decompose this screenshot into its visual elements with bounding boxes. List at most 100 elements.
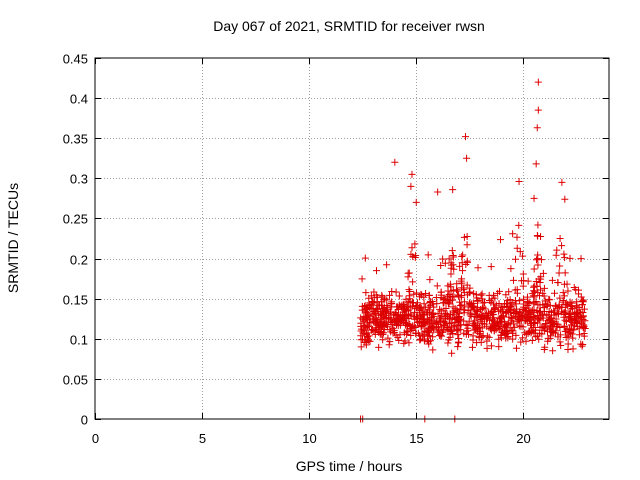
data-point [400,305,408,313]
data-point [555,269,563,277]
data-point [519,334,527,342]
data-point [357,327,365,335]
data-point [540,292,548,300]
data-point [433,300,441,308]
data-point [497,236,505,244]
data-point [473,311,481,319]
data-point [561,327,569,335]
data-point [362,289,370,297]
data-point [520,305,528,313]
data-point [473,297,481,305]
data-point [519,323,527,331]
data-point [410,322,418,330]
data-point [371,330,379,338]
data-point [454,343,462,351]
data-point [546,301,554,309]
data-point [534,301,542,309]
data-point [420,337,428,345]
y-tick-label: 0.05 [63,373,88,388]
data-point [572,302,580,310]
data-point [384,334,392,342]
data-point [404,269,412,277]
data-point [456,305,464,313]
data-point [429,346,437,354]
data-point [439,299,447,307]
data-point [532,278,540,286]
data-points [357,78,589,423]
data-point [361,309,369,317]
data-point [564,346,572,354]
data-point [489,317,497,325]
data-point [399,301,407,309]
data-point [459,251,467,259]
data-point [395,336,403,344]
data-point [437,262,445,270]
data-point [564,287,572,295]
data-point [498,318,506,326]
data-point [490,317,498,325]
data-point [449,186,457,194]
data-point [532,256,540,264]
data-point [357,336,365,344]
data-point [468,343,476,351]
data-point [366,312,374,320]
data-point [515,322,523,330]
data-point [447,292,455,300]
data-point [438,312,446,320]
data-point [468,300,476,308]
data-point [535,335,543,343]
data-point [513,244,521,252]
data-point [416,312,424,320]
data-point [459,267,467,275]
data-point [449,309,457,317]
data-point [490,321,498,329]
data-point [463,232,471,240]
data-point [412,251,420,259]
y-tick-label: 0.25 [63,212,88,227]
data-point [388,287,396,295]
data-point [480,298,488,306]
data-point [496,315,504,323]
data-point [539,323,547,331]
data-point [495,343,503,351]
data-point [486,324,494,332]
data-point [363,313,371,321]
data-point [522,316,530,324]
data-point [513,318,521,326]
data-point [493,319,501,327]
data-point [378,291,386,299]
y-tick-label: 0.3 [70,172,88,187]
data-point [559,289,567,297]
data-point [469,332,477,340]
data-point [507,265,515,273]
data-point [361,254,369,262]
data-point [446,333,454,341]
data-point [534,106,542,114]
data-point [481,305,489,313]
data-point [383,304,391,312]
axis-ticks: 0 0.05 0.1 0.15 0.2 0.25 0.3 0.35 0.4 0.45 0 5 10 15 2… [63,52,609,446]
data-point [379,321,387,329]
data-point [515,221,523,229]
data-point [561,254,569,262]
data-point [534,332,542,340]
data-point [444,325,452,333]
data-point [552,327,560,335]
data-point [477,291,485,299]
data-point [418,321,426,329]
data-point [434,188,442,196]
data-point [534,255,542,263]
data-point [385,313,393,321]
data-point [471,306,479,314]
data-point [578,297,586,305]
data-point [530,292,538,300]
data-point [518,277,526,285]
data-point [558,308,566,316]
data-point [520,295,528,303]
data-point [530,194,538,202]
data-point [527,321,535,329]
data-point [472,307,480,315]
y-tick-label: 0.4 [70,92,88,107]
data-point [504,333,512,341]
data-point [580,305,588,313]
